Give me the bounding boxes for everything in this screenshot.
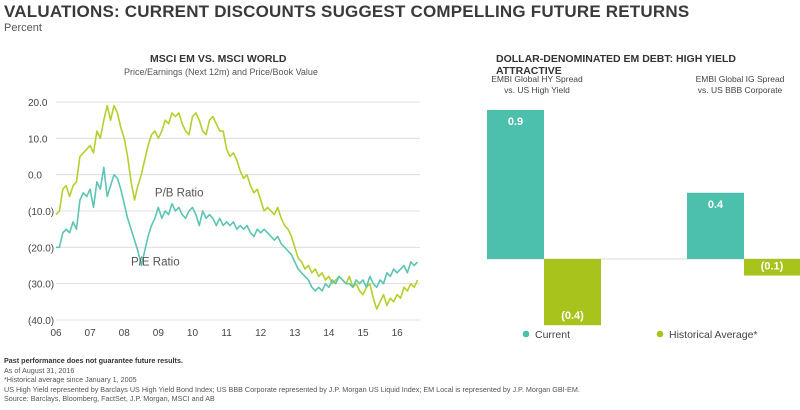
historical-bar [744, 259, 800, 276]
current-bar-label: 0.4 [708, 199, 724, 211]
historical-average-note: *Historical average since January 1, 200… [4, 375, 137, 385]
current-bar [687, 192, 744, 259]
right-chart-title: DOLLAR-DENOMINATED EM DEBT: HIGH YIELD A… [496, 53, 736, 77]
historical-bar [544, 259, 601, 326]
y-tick-label: 20.0 [28, 98, 48, 109]
x-tick-label: 10 [187, 328, 199, 339]
category-label: vs. US High Yield [504, 85, 570, 95]
y-tick-label: (20.0) [28, 243, 54, 254]
left-chart-title: MSCI EM VS. MSCI WORLD [150, 53, 287, 65]
disclaimer-text: Past performance does not guarantee futu… [4, 356, 183, 365]
footnotes: Past performance does not guarantee futu… [4, 356, 580, 404]
legend-current-marker [522, 330, 530, 338]
y-tick-label: (40.0) [28, 316, 54, 327]
category-label: EMBI Global HY Spread [491, 74, 583, 84]
x-tick-label: 13 [289, 328, 301, 339]
x-tick-label: 11 [221, 328, 232, 339]
pe-ratio-label: P/E Ratio [131, 257, 180, 269]
x-tick-label: 06 [50, 328, 62, 339]
pe-ratio-line [56, 166, 419, 292]
category-label: vs. US BBB Corporate [698, 85, 783, 95]
legend-historical-label: Historical Average* [669, 329, 758, 341]
source-note: Source: Barclays, Bloomberg, FactSet, J.… [4, 394, 215, 404]
x-tick-label: 14 [323, 328, 335, 339]
x-tick-label: 08 [119, 328, 131, 339]
historical-bar-label: (0.4) [561, 310, 584, 322]
legend-historical-marker [656, 330, 664, 338]
pb-ratio-label: P/B Ratio [155, 187, 204, 199]
pb-ratio-line [55, 104, 419, 310]
x-tick-label: 09 [153, 328, 165, 339]
current-bar [487, 110, 544, 259]
current-bar-label: 0.9 [508, 116, 523, 128]
y-tick-label: 10.0 [28, 134, 48, 145]
x-tick-label: 15 [357, 328, 369, 339]
y-tick-label: (10.0) [28, 207, 54, 218]
page-title: VALUATIONS: CURRENT DISCOUNTS SUGGEST CO… [4, 2, 690, 21]
x-tick-label: 16 [392, 328, 404, 339]
historical-bar-label: (0.1) [761, 261, 784, 273]
x-tick-label: 07 [85, 328, 97, 339]
legend-current-label: Current [535, 329, 570, 341]
y-tick-label: 0.0 [28, 171, 42, 182]
left-chart-subtitle: Price/Earnings (Next 12m) and Price/Book… [124, 67, 318, 77]
y-tick-label: (30.0) [28, 280, 54, 291]
category-label: EMBI Global IG Spread [696, 74, 785, 84]
index-note: US High Yield represented by Barclays US… [4, 384, 580, 394]
page-subtitle: Percent [4, 22, 42, 34]
as-of-date: As of August 31, 2016 [4, 365, 75, 375]
x-tick-label: 12 [255, 328, 267, 339]
